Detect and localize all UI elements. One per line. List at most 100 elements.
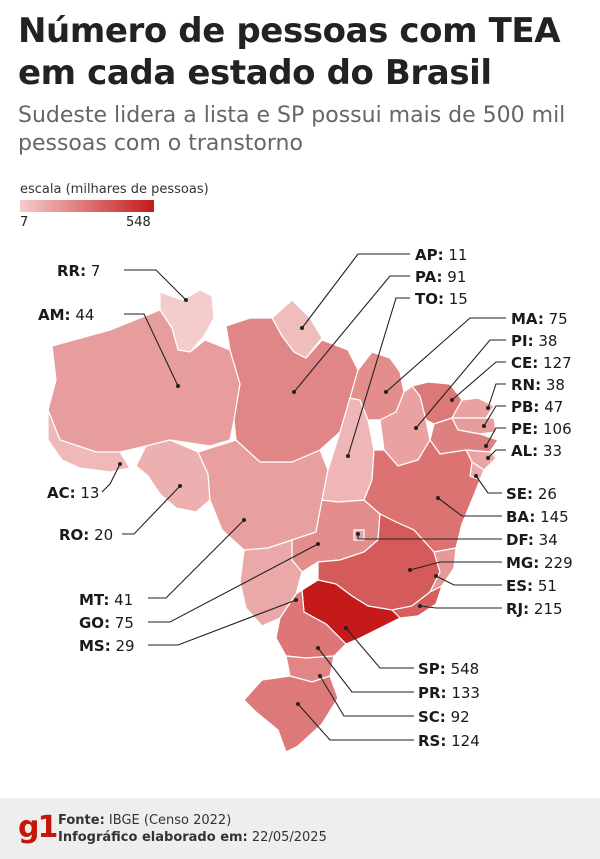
page-subtitle: Sudeste lidera a lista e SP possui mais … (18, 103, 566, 156)
state-label-am: AM: 44 (38, 306, 94, 324)
state-code: PB: (511, 398, 540, 416)
state-label-pi: PI: 38 (511, 332, 557, 350)
state-value: 51 (533, 577, 557, 595)
leader-line-al (487, 449, 506, 459)
leader-dot-pa (292, 390, 296, 394)
state-label-to: TO: 15 (415, 290, 468, 308)
leader-line-am (124, 313, 179, 387)
state-code: AM: (38, 306, 71, 324)
leader-dot-sp (344, 626, 348, 630)
state-label-mt: MT: 41 (79, 591, 133, 609)
leader-line-ms (148, 599, 297, 646)
state-label-sp: SP: 548 (418, 660, 479, 678)
leader-line-pa (293, 275, 410, 393)
leader-line-pr (317, 647, 414, 693)
brazil-map (47, 253, 506, 753)
state-label-rj: RJ: 215 (506, 600, 563, 618)
state-label-ro: RO: 20 (59, 526, 113, 544)
footer: g1 Fonte: IBGE (Censo 2022) Infográfico … (0, 798, 600, 859)
leader-dot-pe (484, 444, 488, 448)
state-ro (135, 439, 211, 513)
leader-dot-am (176, 384, 180, 388)
state-label-rs: RS: 124 (418, 732, 480, 750)
state-value: 41 (109, 591, 134, 609)
leader-dot-ma (384, 390, 388, 394)
state-value: 124 (446, 732, 480, 750)
state-value: 34 (533, 531, 558, 549)
state-label-rr: RR: 7 (57, 262, 100, 280)
leader-line-ma (385, 317, 506, 393)
state-value: 106 (538, 420, 572, 438)
page-title: Número de pessoas com TEA em cada estado… (18, 11, 561, 93)
state-label-se: SE: 26 (506, 485, 557, 503)
leader-dot-ce (450, 398, 454, 402)
leader-line-ac (101, 463, 121, 493)
leader-dot-pb (482, 424, 486, 428)
leader-dot-rr (184, 298, 188, 302)
leader-line-ap (301, 253, 410, 329)
state-value: 145 (535, 508, 569, 526)
g1-logo: g1 (18, 810, 58, 845)
state-label-pb: PB: 47 (511, 398, 563, 416)
leader-dot-df (356, 532, 360, 536)
state-value: 33 (538, 442, 563, 460)
state-code: PR: (418, 684, 447, 702)
state-code: ES: (506, 577, 534, 595)
state-code: SE: (506, 485, 534, 503)
scale-label: escala (milhares de pessoas) (20, 182, 209, 197)
leader-dot-mt (242, 518, 246, 522)
state-value: 75 (543, 310, 568, 328)
state-code: MA: (511, 310, 544, 328)
leader-dot-rn (486, 406, 490, 410)
leader-dot-ba (436, 496, 440, 500)
state-value: 13 (75, 484, 100, 502)
leader-dot-se (474, 474, 478, 478)
leader-line-se (475, 475, 502, 494)
leader-line-rn (487, 383, 506, 409)
state-label-es: ES: 51 (506, 577, 557, 595)
state-code: PI: (511, 332, 534, 350)
leader-dot-go (316, 542, 320, 546)
date-value: 22/05/2025 (251, 830, 327, 845)
leader-line-sp (345, 627, 414, 669)
leader-dot-mg (408, 568, 412, 572)
state-value: 15 (443, 290, 468, 308)
state-am (47, 309, 241, 453)
state-label-rn: RN: 38 (511, 376, 565, 394)
leader-line-mt (148, 519, 245, 599)
state-value: 47 (539, 398, 564, 416)
source-info: Fonte: IBGE (Censo 2022) Infográfico ela… (58, 812, 327, 846)
leader-line-rj (419, 605, 502, 609)
leader-dot-pr (316, 646, 320, 650)
leader-dot-es (434, 574, 438, 578)
state-code: PA: (415, 268, 443, 286)
state-code: AC: (47, 484, 76, 502)
date-label: Infográfico elaborado em: (58, 830, 248, 845)
state-label-ap: AP: 11 (415, 246, 467, 264)
state-label-pa: PA: 91 (415, 268, 466, 286)
state-value: 38 (533, 332, 558, 350)
state-code: MT: (79, 591, 110, 609)
leader-line-pe (485, 427, 506, 447)
state-label-ma: MA: 75 (511, 310, 568, 328)
leader-dot-ac (118, 462, 122, 466)
state-ac (47, 409, 131, 473)
state-label-sc: SC: 92 (418, 708, 470, 726)
state-value: 26 (533, 485, 557, 503)
leader-line-mg (409, 561, 502, 571)
leader-line-ba (437, 497, 502, 517)
state-code: MS: (79, 637, 111, 655)
state-code: PE: (511, 420, 539, 438)
scale-max-value: 548 (126, 215, 151, 230)
state-value: 20 (89, 526, 114, 544)
leader-line-pb (483, 405, 506, 427)
state-label-pe: PE: 106 (511, 420, 572, 438)
state-code: RJ: (506, 600, 530, 618)
state-value: 44 (70, 306, 95, 324)
state-code: DF: (506, 531, 534, 549)
leader-line-go (148, 543, 319, 623)
state-value: 7 (86, 262, 101, 280)
state-value: 215 (529, 600, 563, 618)
state-label-al: AL: 33 (511, 442, 562, 460)
state-rs (243, 675, 339, 753)
